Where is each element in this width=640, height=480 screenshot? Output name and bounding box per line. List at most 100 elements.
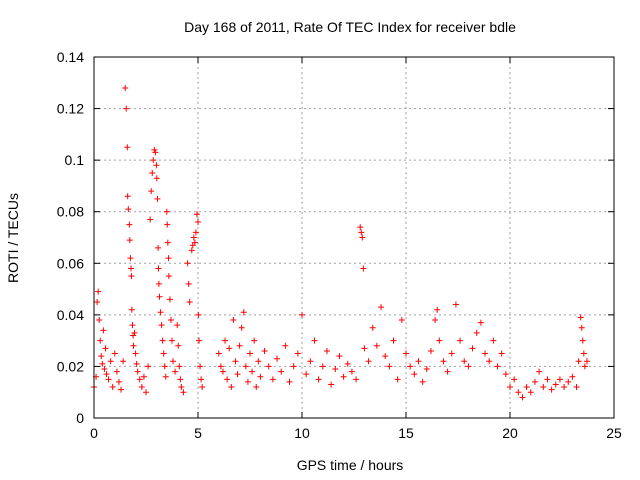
data-point [340, 373, 347, 380]
data-point [180, 389, 187, 396]
data-point [319, 363, 326, 370]
data-point [124, 144, 131, 151]
data-point [457, 337, 464, 344]
data-point [125, 206, 132, 213]
data-point [120, 358, 127, 365]
data-point [164, 239, 171, 246]
data-point [178, 384, 185, 391]
data-point [153, 162, 160, 169]
axis-ticks: 0 5 10 15 20 25 0 0.02 0.04 0.06 0.08 0.1 0.12 0.14 [57, 49, 622, 441]
data-point [386, 363, 393, 370]
data-point [149, 170, 156, 177]
data-point [143, 389, 149, 396]
data-point [105, 376, 112, 383]
data-point [282, 342, 289, 349]
data-point [531, 378, 538, 385]
data-point [101, 366, 108, 373]
data-point [344, 360, 351, 367]
data-point [155, 280, 162, 287]
y-tick-label: 0 [76, 410, 84, 426]
data-point [195, 219, 201, 226]
data-point [122, 84, 129, 91]
x-tick-label: 20 [502, 425, 518, 441]
data-point [197, 363, 204, 370]
data-point [511, 376, 518, 383]
data-point [299, 311, 305, 318]
data-point [332, 366, 339, 373]
data-point [573, 384, 580, 391]
data-point [133, 360, 140, 367]
y-axis-label: ROTI / TECUs [5, 193, 21, 283]
data-point [97, 337, 104, 344]
data-point [465, 363, 472, 370]
data-point [234, 371, 241, 378]
data-point [199, 384, 206, 391]
data-point [577, 314, 584, 321]
data-point [423, 366, 430, 373]
data-point [128, 265, 135, 272]
data-point [565, 378, 572, 385]
data-point [191, 239, 198, 246]
data-point [415, 358, 422, 365]
data-point [161, 363, 168, 370]
data-point [469, 345, 476, 352]
data-point [159, 337, 166, 344]
data-point [569, 373, 576, 380]
data-point [99, 360, 106, 367]
data-point [228, 384, 235, 391]
data-point [103, 371, 110, 378]
data-point [155, 265, 162, 272]
data-point [251, 337, 258, 344]
data-point [174, 322, 181, 329]
data-point [498, 350, 505, 357]
data-point [278, 368, 285, 375]
data-point [177, 376, 184, 383]
data-point [515, 389, 522, 396]
data-point [336, 353, 343, 360]
data-point [290, 363, 297, 370]
data-point [540, 384, 547, 391]
data-point [544, 376, 551, 383]
data-point [523, 384, 530, 391]
data-point [407, 363, 414, 370]
data-point [130, 342, 137, 349]
data-point [123, 105, 130, 112]
data-point [419, 378, 426, 385]
data-point [578, 324, 585, 331]
data-point [303, 371, 310, 378]
data-point [165, 273, 172, 280]
data-point [242, 363, 249, 370]
data-point [150, 157, 157, 164]
data-point [170, 358, 177, 365]
data-point [156, 293, 163, 300]
data-point [274, 355, 281, 362]
x-tick-label: 25 [606, 425, 622, 441]
data-point [448, 350, 455, 357]
y-tick-label: 0.04 [57, 307, 84, 323]
data-point [436, 337, 443, 344]
data-point [136, 376, 143, 383]
data-point [98, 353, 105, 360]
data-point [128, 273, 135, 280]
data-point [265, 363, 272, 370]
data-point [315, 376, 322, 383]
data-point [172, 368, 179, 375]
data-point [198, 376, 205, 383]
data-point [502, 371, 509, 378]
data-point [186, 298, 193, 305]
data-point [195, 311, 202, 318]
data-point [411, 371, 418, 378]
data-point [461, 358, 468, 365]
data-point [217, 363, 224, 370]
data-point [575, 358, 582, 365]
y-tick-label: 0.14 [57, 49, 84, 65]
data-point [253, 384, 260, 391]
y-tick-label: 0.1 [65, 152, 85, 168]
data-point [152, 149, 159, 156]
data-point [238, 324, 245, 331]
data-point [193, 211, 200, 218]
data-point [519, 394, 526, 401]
chart-title: Day 168 of 2011, Rate Of TEC Index for r… [184, 19, 516, 35]
x-tick-label: 0 [90, 425, 98, 441]
